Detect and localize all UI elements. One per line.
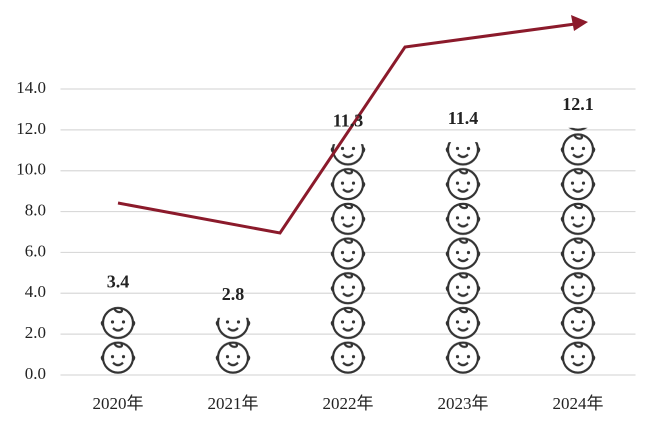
y-tick-label: 6.0 [25, 241, 46, 260]
y-tick-label: 14.0 [16, 78, 46, 97]
y-tick-label: 8.0 [25, 200, 46, 219]
icon-bar [560, 127, 596, 375]
x-tick-label: 2021年 [208, 394, 259, 413]
icon-bar [215, 317, 251, 375]
bars [100, 127, 596, 375]
value-label: 11.4 [448, 108, 479, 128]
x-tick-label: 2022年 [323, 394, 374, 413]
value-label: 11.3 [333, 110, 364, 130]
value-label: 12.1 [562, 94, 594, 114]
x-tick-label: 2023年 [438, 394, 489, 413]
icon-bar [445, 142, 481, 375]
value-label: 2.8 [222, 284, 245, 304]
y-tick-label: 4.0 [25, 282, 46, 301]
x-tick-label: 2020年 [93, 394, 144, 413]
y-tick-label: 10.0 [16, 160, 46, 179]
trend-line [117, 22, 576, 235]
y-tick-label: 12.0 [16, 119, 46, 138]
x-tick-label: 2024年 [553, 394, 604, 413]
trend-arrow [571, 15, 588, 31]
value-label: 3.4 [107, 272, 130, 292]
y-tick-label: 0.0 [25, 364, 46, 383]
icon-bar [330, 144, 366, 375]
icon-bar [100, 305, 136, 375]
y-tick-label: 2.0 [25, 323, 46, 342]
